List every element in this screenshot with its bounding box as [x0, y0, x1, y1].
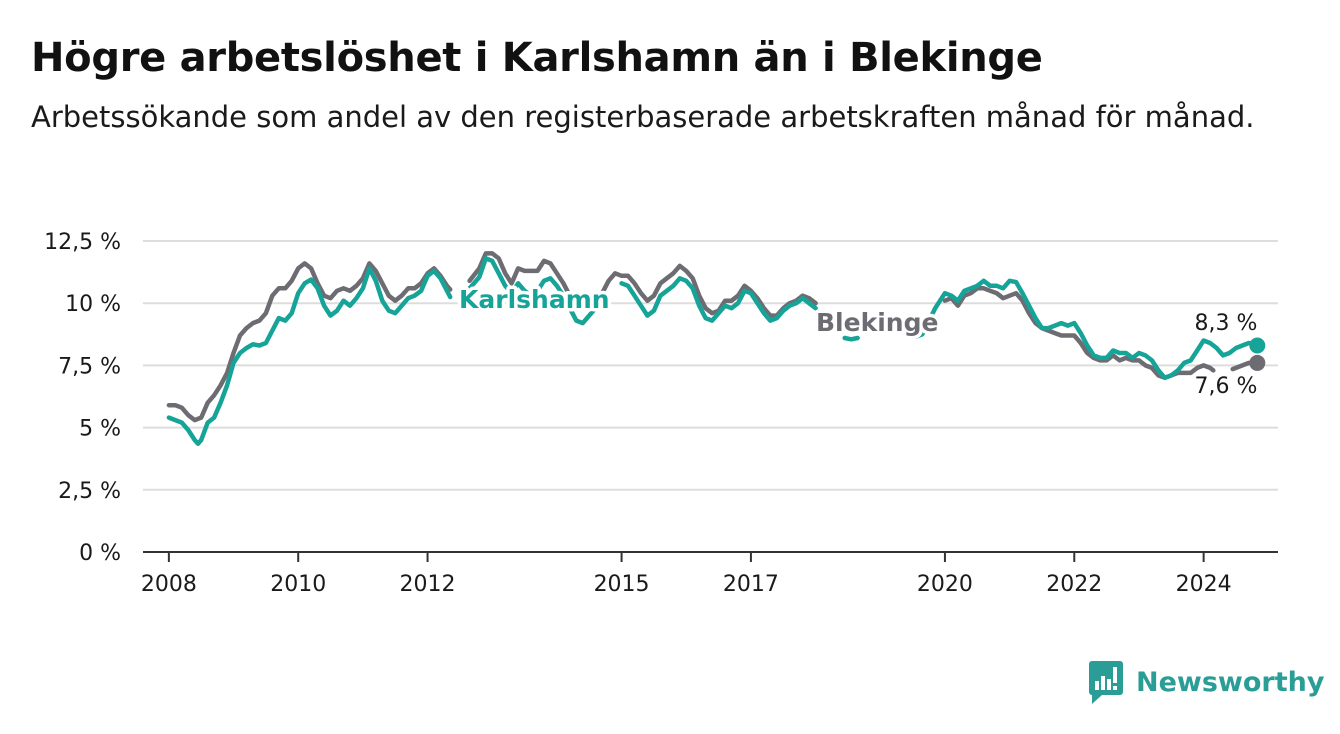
x-tick-label: 2008 — [141, 572, 197, 597]
y-tick-label: 0 % — [79, 541, 121, 566]
bar-chart-logo-icon — [1089, 661, 1123, 704]
chart-subtitle: Arbetssökande som andel av den registerb… — [31, 100, 1255, 134]
brand-logo: Newsworthy — [1088, 660, 1324, 704]
y-tick-label: 7,5 % — [58, 354, 121, 379]
y-tick-label: 5 % — [79, 417, 121, 442]
series-label-blekinge: Blekinge — [816, 308, 938, 337]
series-labels: Karlshamn Blekinge 8,3 % 7,6 % — [456, 282, 1258, 400]
chart-title: Högre arbetslöshet i Karlshamn än i Blek… — [31, 35, 1043, 81]
x-tick-label: 2020 — [917, 572, 973, 597]
end-point-blekinge — [1249, 354, 1266, 371]
x-tick-label: 2012 — [400, 572, 456, 597]
series-lines — [166, 251, 1266, 447]
x-tick-label: 2010 — [270, 572, 326, 597]
x-tick-label: 2015 — [594, 572, 650, 597]
end-value-blekinge: 7,6 % — [1195, 374, 1258, 399]
brand-name: Newsworthy — [1136, 666, 1325, 698]
y-tick-label: 2,5 % — [58, 479, 121, 504]
series-line-karlshamn — [166, 256, 1260, 447]
y-axis-ticks: 0 % 2,5 % 5 % 7,5 % 10 % 12,5 % — [44, 230, 121, 566]
end-point-karlshamn — [1249, 337, 1266, 354]
x-tick-label: 2022 — [1046, 572, 1102, 597]
x-tick-label: 2024 — [1176, 572, 1232, 597]
end-value-karlshamn: 8,3 % — [1195, 311, 1258, 336]
x-tick-label: 2017 — [723, 572, 779, 597]
y-tick-label: 12,5 % — [44, 230, 121, 255]
series-label-karlshamn: Karlshamn — [459, 285, 610, 314]
series-line-blekinge — [166, 251, 1260, 423]
grid-lines — [143, 240, 1278, 491]
x-axis-ticks: 2008 2010 2012 2015 2017 2020 2022 2024 — [141, 552, 1232, 597]
y-tick-label: 10 % — [65, 292, 121, 317]
